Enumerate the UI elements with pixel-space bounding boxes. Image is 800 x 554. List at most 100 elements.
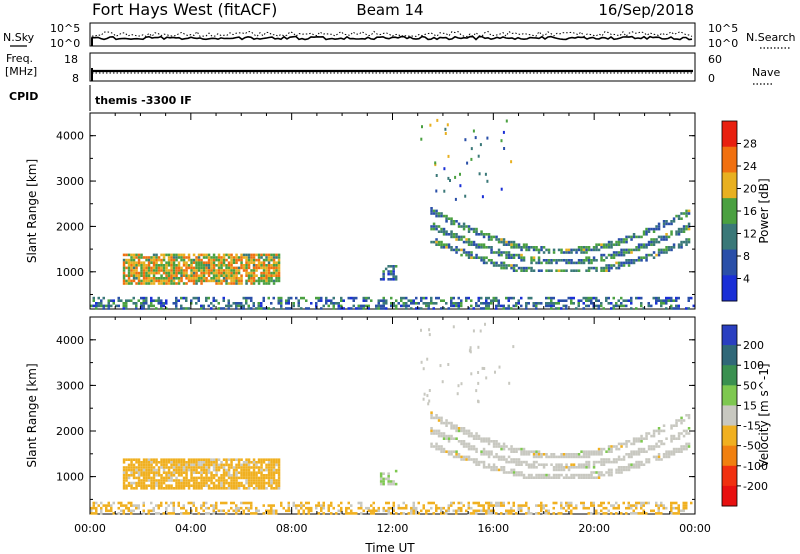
data-cell xyxy=(607,509,610,513)
data-cell xyxy=(630,238,633,241)
data-cell xyxy=(530,246,533,249)
data-cell xyxy=(332,307,335,310)
data-cell xyxy=(532,466,536,469)
data-cell xyxy=(540,248,543,252)
data-cell xyxy=(137,277,141,280)
data-cell xyxy=(475,509,478,513)
data-cell xyxy=(517,509,520,513)
data-cell xyxy=(575,466,578,469)
data-cell xyxy=(202,271,206,275)
data-cell xyxy=(462,432,466,435)
data-cell xyxy=(672,437,676,440)
data-cell xyxy=(205,476,208,480)
data-cell xyxy=(257,282,261,285)
data-cell xyxy=(262,258,266,262)
data-cell xyxy=(137,264,141,267)
data-cell xyxy=(167,258,171,262)
data-cell xyxy=(240,253,243,257)
data-cell xyxy=(490,248,493,252)
data-cell xyxy=(557,248,561,252)
data-cell xyxy=(625,304,628,308)
data-cell xyxy=(615,468,618,472)
data-cell xyxy=(152,468,156,472)
data-cell xyxy=(630,455,633,459)
data-cell xyxy=(662,225,666,228)
data-cell xyxy=(455,427,458,430)
data-cell xyxy=(272,481,276,485)
data-cell xyxy=(132,269,136,272)
data-cell xyxy=(277,258,281,262)
data-cell xyxy=(182,271,186,275)
data-cell xyxy=(260,266,263,270)
data-cell xyxy=(612,460,616,464)
data-cell xyxy=(157,256,161,259)
data-cell xyxy=(542,251,546,254)
data-cell xyxy=(245,296,248,300)
data-cell xyxy=(160,501,163,505)
data-cell xyxy=(462,455,466,459)
data-cell xyxy=(677,450,681,453)
data-cell xyxy=(450,450,453,453)
data-cell xyxy=(550,299,553,302)
data-cell xyxy=(490,509,493,513)
data-cell xyxy=(272,504,275,507)
data-cell xyxy=(590,501,593,505)
data-cell xyxy=(215,474,218,477)
data-cell xyxy=(155,461,158,464)
data-cell xyxy=(200,253,203,257)
data-cell xyxy=(112,512,115,515)
data-cell xyxy=(428,389,431,392)
data-cell xyxy=(182,253,186,257)
data-cell xyxy=(650,447,653,451)
data-cell xyxy=(242,256,246,259)
data-cell xyxy=(537,504,540,507)
data-cell xyxy=(540,509,543,513)
data-cell xyxy=(635,307,638,310)
data-cell xyxy=(137,474,141,477)
data-cell xyxy=(440,246,443,249)
nsky-tick-top: 10^5 xyxy=(50,22,80,35)
data-cell xyxy=(137,258,141,262)
data-cell xyxy=(252,274,256,277)
data-cell xyxy=(125,258,128,262)
data-cell xyxy=(402,506,405,510)
data-cell xyxy=(435,214,438,218)
data-cell xyxy=(632,453,636,456)
data-cell xyxy=(582,246,586,249)
data-cell xyxy=(647,253,651,257)
data-cell xyxy=(577,466,581,469)
data-cell xyxy=(500,251,503,254)
data-cell xyxy=(132,253,136,257)
data-cell xyxy=(215,458,218,461)
data-cell xyxy=(442,246,446,249)
data-cell xyxy=(127,274,131,277)
data-cell xyxy=(457,296,460,300)
data-cell xyxy=(225,279,228,283)
data-cell xyxy=(152,461,156,464)
data-cell xyxy=(270,256,273,259)
data-cell xyxy=(330,501,333,505)
data-cell xyxy=(182,479,186,482)
data-cell xyxy=(235,269,238,272)
data-cell xyxy=(620,445,623,448)
data-cell xyxy=(247,271,251,275)
data-cell xyxy=(640,304,643,308)
data-cell xyxy=(565,248,568,252)
data-cell xyxy=(447,437,451,440)
data-cell xyxy=(587,450,591,453)
data-cell xyxy=(232,261,236,264)
data-cell xyxy=(227,458,231,461)
data-cell xyxy=(655,225,658,228)
data-cell xyxy=(630,235,633,239)
data-cell xyxy=(155,271,158,275)
data-cell xyxy=(475,501,478,505)
data-cell xyxy=(172,512,175,515)
data-cell xyxy=(540,501,543,505)
data-cell xyxy=(675,506,678,510)
data-cell xyxy=(492,455,496,459)
data-cell xyxy=(392,278,395,281)
data-cell xyxy=(415,302,418,305)
data-cell xyxy=(217,487,221,490)
data-cell xyxy=(432,501,435,505)
data-cell xyxy=(197,471,201,474)
